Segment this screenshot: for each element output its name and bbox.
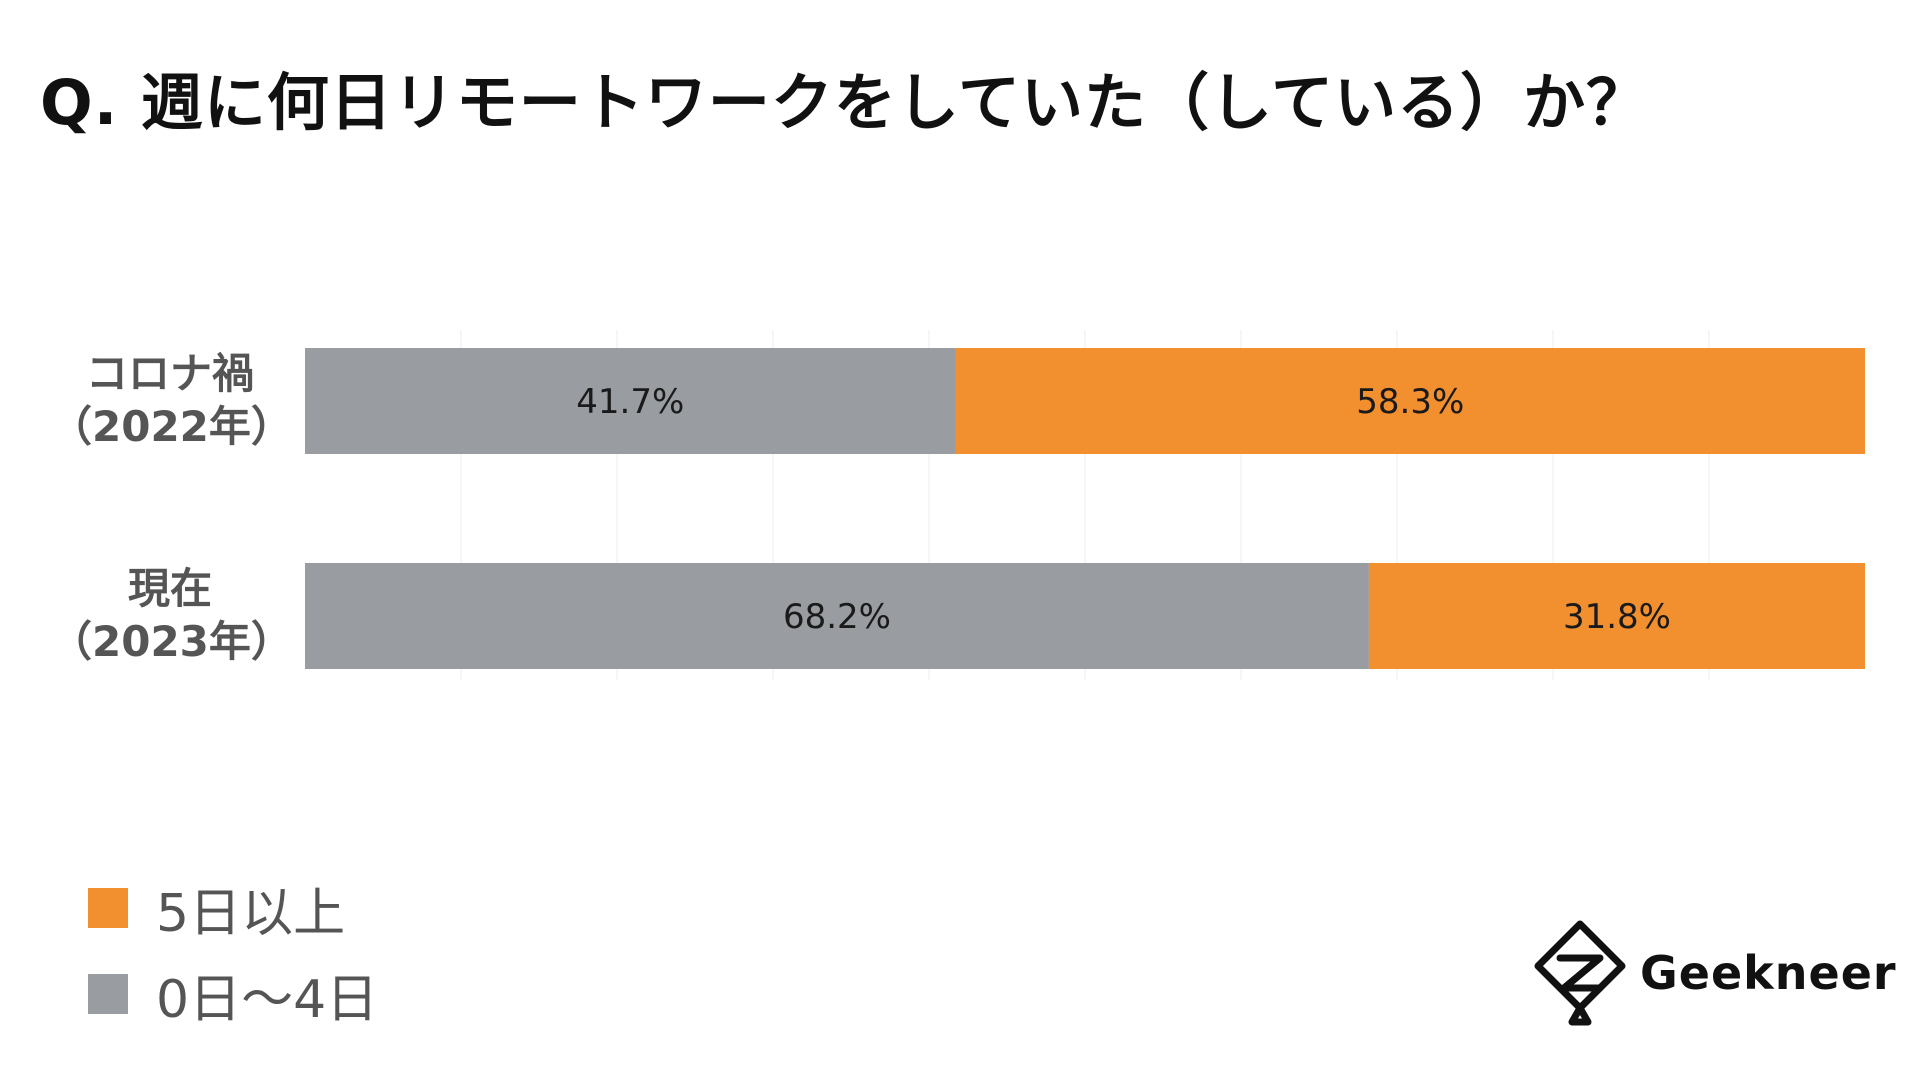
- logo-text: Geekneer: [1640, 946, 1897, 1000]
- legend-swatch-gray: [88, 974, 128, 1014]
- legend: 5日以上 0日〜4日: [88, 865, 378, 1037]
- bar-segment-2-1: [305, 563, 1369, 669]
- bar-segment-1-2: [955, 348, 1865, 454]
- category-label-2022: コロナ禍 （2022年）: [50, 348, 293, 453]
- legend-label: 0日〜4日: [156, 969, 379, 1030]
- bar-value-label: 68.2%: [783, 597, 891, 637]
- bar-value-label: 31.8%: [1563, 597, 1671, 637]
- chart-title: Q. 週に何日リモートワークをしていた（している）か？: [40, 66, 1650, 139]
- legend-item-0-4-days: 0日〜4日: [88, 951, 378, 1037]
- legend-item-5-days-plus: 5日以上: [88, 865, 378, 951]
- bar-segment-1-1: [305, 348, 956, 454]
- category-label-2023-line1: 現在: [127, 564, 212, 613]
- geekneer-logo-icon: [1534, 920, 1626, 1026]
- bar-value-label: 58.3%: [1356, 382, 1464, 422]
- legend-label: 5日以上: [156, 883, 346, 944]
- bar-segment-2-2: [1368, 563, 1865, 669]
- category-label-2022-line2: （2022年）: [50, 401, 293, 451]
- legend-swatch-orange: [88, 888, 128, 928]
- category-label-2023: 現在 （2023年）: [50, 563, 293, 668]
- category-label-2022-line1: コロナ禍: [85, 349, 254, 398]
- category-label-2023-line2: （2023年）: [50, 616, 293, 666]
- geekneer-logo: Geekneer: [1530, 918, 1897, 1028]
- bar-value-label: 41.7%: [576, 382, 684, 422]
